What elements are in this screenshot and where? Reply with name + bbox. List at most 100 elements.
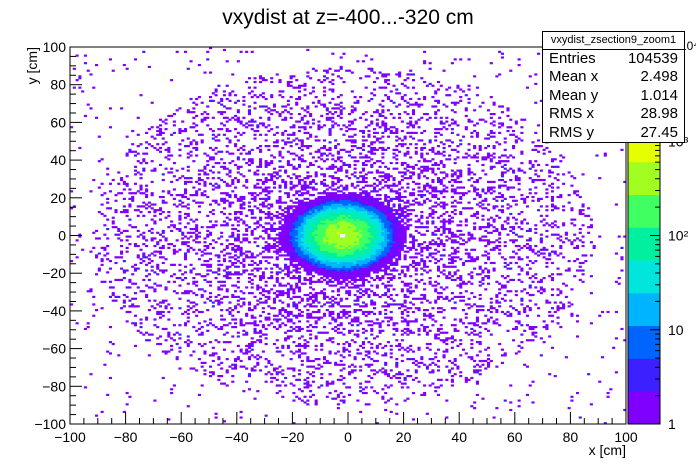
heatmap-cell [211,371,215,374]
heatmap-cell [259,335,263,338]
heatmap-cell [353,267,357,270]
heatmap-cell [206,244,210,248]
heatmap-cell [370,261,374,265]
heatmap-cell [364,190,368,193]
heatmap-cell [328,361,332,364]
heatmap-cell [122,276,126,280]
heatmap-cell [153,324,157,327]
heatmap-cell [292,186,296,189]
heatmap-cell [386,175,390,178]
heatmap-cell [206,112,210,116]
heatmap-cell [211,301,215,304]
heatmap-cell [250,124,254,127]
heatmap-cell [222,295,226,299]
heatmap-cell [334,218,338,221]
heatmap-cell [367,260,371,263]
heatmap-cell [203,350,207,353]
heatmap-cell [314,250,318,253]
heatmap-cell [370,201,374,204]
heatmap-cell [286,288,290,291]
heatmap-cell [389,209,393,212]
heatmap-cell [292,210,296,214]
heatmap-cell [331,199,335,202]
heatmap-cell [170,220,174,223]
heatmap-cell [264,333,268,336]
heatmap-cell [203,361,207,364]
heatmap-cell [242,99,246,102]
heatmap-cell [133,292,138,295]
heatmap-cell [172,120,176,123]
heatmap-cell [331,126,335,129]
heatmap-cell [217,280,221,283]
heatmap-cell [359,156,363,159]
heatmap-cell [225,107,229,110]
heatmap-cell [209,203,213,206]
heatmap-cell [348,267,352,270]
heatmap-cell [386,224,390,227]
heatmap-cell [309,261,313,265]
heatmap-cell [220,374,224,378]
heatmap-cell [161,231,165,234]
heatmap-cell [306,260,310,263]
heatmap-cell [306,184,310,187]
heatmap-cell [136,214,140,217]
heatmap-cell [303,205,307,208]
heatmap-cell [384,184,388,187]
heatmap-cell [395,222,399,225]
heatmap-cell [339,374,343,378]
heatmap-cell [361,276,365,280]
heatmap-cell [353,309,357,312]
heatmap-cell [111,69,115,72]
heatmap-cell [153,167,157,170]
heatmap-cell [147,205,151,208]
heatmap-cell [220,325,224,329]
heatmap-cell [311,365,315,368]
heatmap-cell [348,216,352,219]
heatmap-cell [375,131,379,135]
heatmap-cell [147,261,151,265]
heatmap-cell [292,290,296,293]
heatmap-cell [384,86,388,89]
heatmap-cell [353,160,357,163]
heatmap-cell [259,224,263,227]
heatmap-cell [131,195,135,199]
heatmap-cell [311,214,315,217]
heatmap-cell [367,194,371,197]
heatmap-cell [175,169,179,172]
heatmap-cell [225,324,229,327]
heatmap-cell [370,290,374,293]
heatmap-cell [320,316,324,319]
heatmap-cell [317,214,321,217]
heatmap-cell [195,252,199,255]
heatmap-cell [334,222,338,225]
heatmap-cell [289,320,293,323]
heatmap-cell [281,111,285,114]
heatmap-cell [336,124,340,127]
heatmap-cell [125,184,129,187]
heatmap-cell [250,254,254,257]
heatmap-cell [275,293,279,297]
heatmap-cell [133,324,138,327]
heatmap-cell [217,84,221,87]
heatmap-cell [211,226,215,229]
heatmap-cell [286,163,290,167]
heatmap-cell [373,135,377,138]
heatmap-cell [303,246,307,249]
heatmap-cell [289,310,293,314]
heatmap-cell [286,212,290,216]
heatmap-cell [336,269,340,272]
heatmap-cell [322,222,327,225]
heatmap-cell [320,239,324,242]
heatmap-cell [86,290,90,293]
heatmap-cell [222,318,226,321]
heatmap-cell [106,207,110,210]
heatmap-cell [128,218,132,221]
heatmap-cell [386,261,390,265]
heatmap-cell [192,239,196,242]
heatmap-cell [220,288,224,291]
heatmap-cell [306,386,310,389]
heatmap-cell [356,229,360,233]
heatmap-cell [206,309,210,312]
heatmap-cell [356,241,360,244]
heatmap-cell [150,160,154,163]
